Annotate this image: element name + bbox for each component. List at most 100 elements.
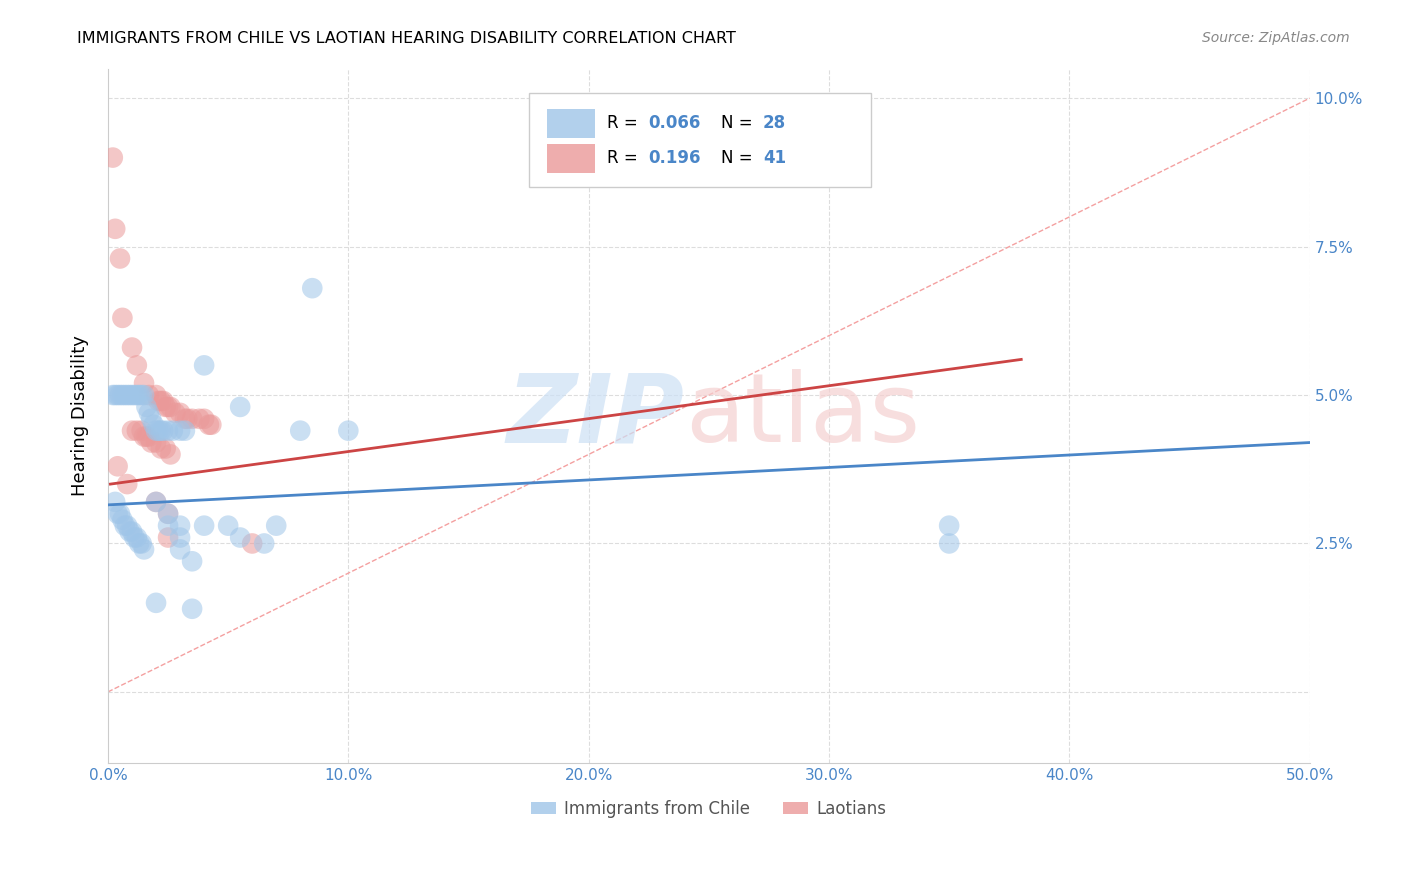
Point xyxy=(131,536,153,550)
Point xyxy=(157,518,180,533)
Point xyxy=(169,406,191,420)
Text: 41: 41 xyxy=(763,149,786,167)
Point xyxy=(181,411,204,425)
Point xyxy=(124,388,146,402)
Point xyxy=(193,518,215,533)
Point xyxy=(108,252,131,266)
Point xyxy=(101,388,124,402)
Point xyxy=(301,281,323,295)
Point xyxy=(141,411,163,425)
Point xyxy=(111,310,134,325)
Text: Source: ZipAtlas.com: Source: ZipAtlas.com xyxy=(1202,31,1350,45)
Point xyxy=(253,536,276,550)
Point xyxy=(229,400,252,414)
Point xyxy=(118,524,141,539)
Point xyxy=(132,388,155,402)
Point xyxy=(107,388,129,402)
Point xyxy=(157,424,180,438)
Point xyxy=(181,601,204,615)
Point xyxy=(337,424,360,438)
Point xyxy=(157,400,180,414)
Point xyxy=(200,417,222,432)
Point xyxy=(111,388,134,402)
Point xyxy=(290,424,312,438)
Point xyxy=(125,388,148,402)
Point xyxy=(155,442,177,456)
Point xyxy=(107,507,129,521)
Point xyxy=(169,531,191,545)
Point xyxy=(104,495,127,509)
Point xyxy=(108,388,131,402)
Point xyxy=(229,531,252,545)
Point xyxy=(264,518,287,533)
Bar xyxy=(547,109,595,138)
Point xyxy=(108,507,131,521)
Text: R =: R = xyxy=(606,114,643,132)
Point xyxy=(125,424,148,438)
Point xyxy=(217,518,239,533)
Text: 0.196: 0.196 xyxy=(648,149,702,167)
Legend: Immigrants from Chile, Laotians: Immigrants from Chile, Laotians xyxy=(524,793,893,824)
Point xyxy=(155,400,177,414)
Text: IMMIGRANTS FROM CHILE VS LAOTIAN HEARING DISABILITY CORRELATION CHART: IMMIGRANTS FROM CHILE VS LAOTIAN HEARING… xyxy=(77,31,737,46)
FancyBboxPatch shape xyxy=(529,93,872,186)
Point xyxy=(107,459,129,474)
Point xyxy=(101,151,124,165)
Point xyxy=(169,542,191,557)
Point xyxy=(145,424,167,438)
Point xyxy=(174,424,197,438)
Point xyxy=(118,388,141,402)
Point xyxy=(111,513,134,527)
Point xyxy=(121,524,143,539)
Point xyxy=(125,359,148,373)
Text: N =: N = xyxy=(721,114,758,132)
Point xyxy=(138,406,160,420)
Point xyxy=(131,424,153,438)
Point xyxy=(138,429,160,443)
Point xyxy=(193,359,215,373)
Point xyxy=(121,424,143,438)
Point xyxy=(152,394,174,409)
Point xyxy=(240,536,263,550)
Point xyxy=(159,447,181,461)
Point xyxy=(104,388,127,402)
Point xyxy=(149,442,172,456)
Point xyxy=(132,542,155,557)
Point xyxy=(121,341,143,355)
Point xyxy=(169,518,191,533)
Point xyxy=(157,507,180,521)
Point xyxy=(193,411,215,425)
Point xyxy=(152,424,174,438)
Point xyxy=(938,518,960,533)
Point xyxy=(131,388,153,402)
Point xyxy=(104,222,127,236)
Point xyxy=(157,507,180,521)
Point xyxy=(149,424,172,438)
Y-axis label: Hearing Disability: Hearing Disability xyxy=(72,335,89,496)
Point xyxy=(145,495,167,509)
Text: ZIP: ZIP xyxy=(508,369,685,462)
Point xyxy=(148,394,170,409)
Point xyxy=(142,417,165,432)
Point xyxy=(132,376,155,391)
Point xyxy=(132,429,155,443)
Point xyxy=(135,400,157,414)
Point xyxy=(145,435,167,450)
Point xyxy=(138,388,160,402)
Point xyxy=(145,495,167,509)
Point xyxy=(121,388,143,402)
Point xyxy=(115,518,138,533)
Point xyxy=(181,554,204,568)
Bar xyxy=(547,144,595,173)
Point xyxy=(115,477,138,491)
Point xyxy=(938,536,960,550)
Text: N =: N = xyxy=(721,149,758,167)
Point xyxy=(159,400,181,414)
Text: 28: 28 xyxy=(763,114,786,132)
Point xyxy=(115,388,138,402)
Point xyxy=(114,518,136,533)
Point xyxy=(165,406,187,420)
Point xyxy=(141,435,163,450)
Point xyxy=(128,536,150,550)
Point xyxy=(174,411,197,425)
